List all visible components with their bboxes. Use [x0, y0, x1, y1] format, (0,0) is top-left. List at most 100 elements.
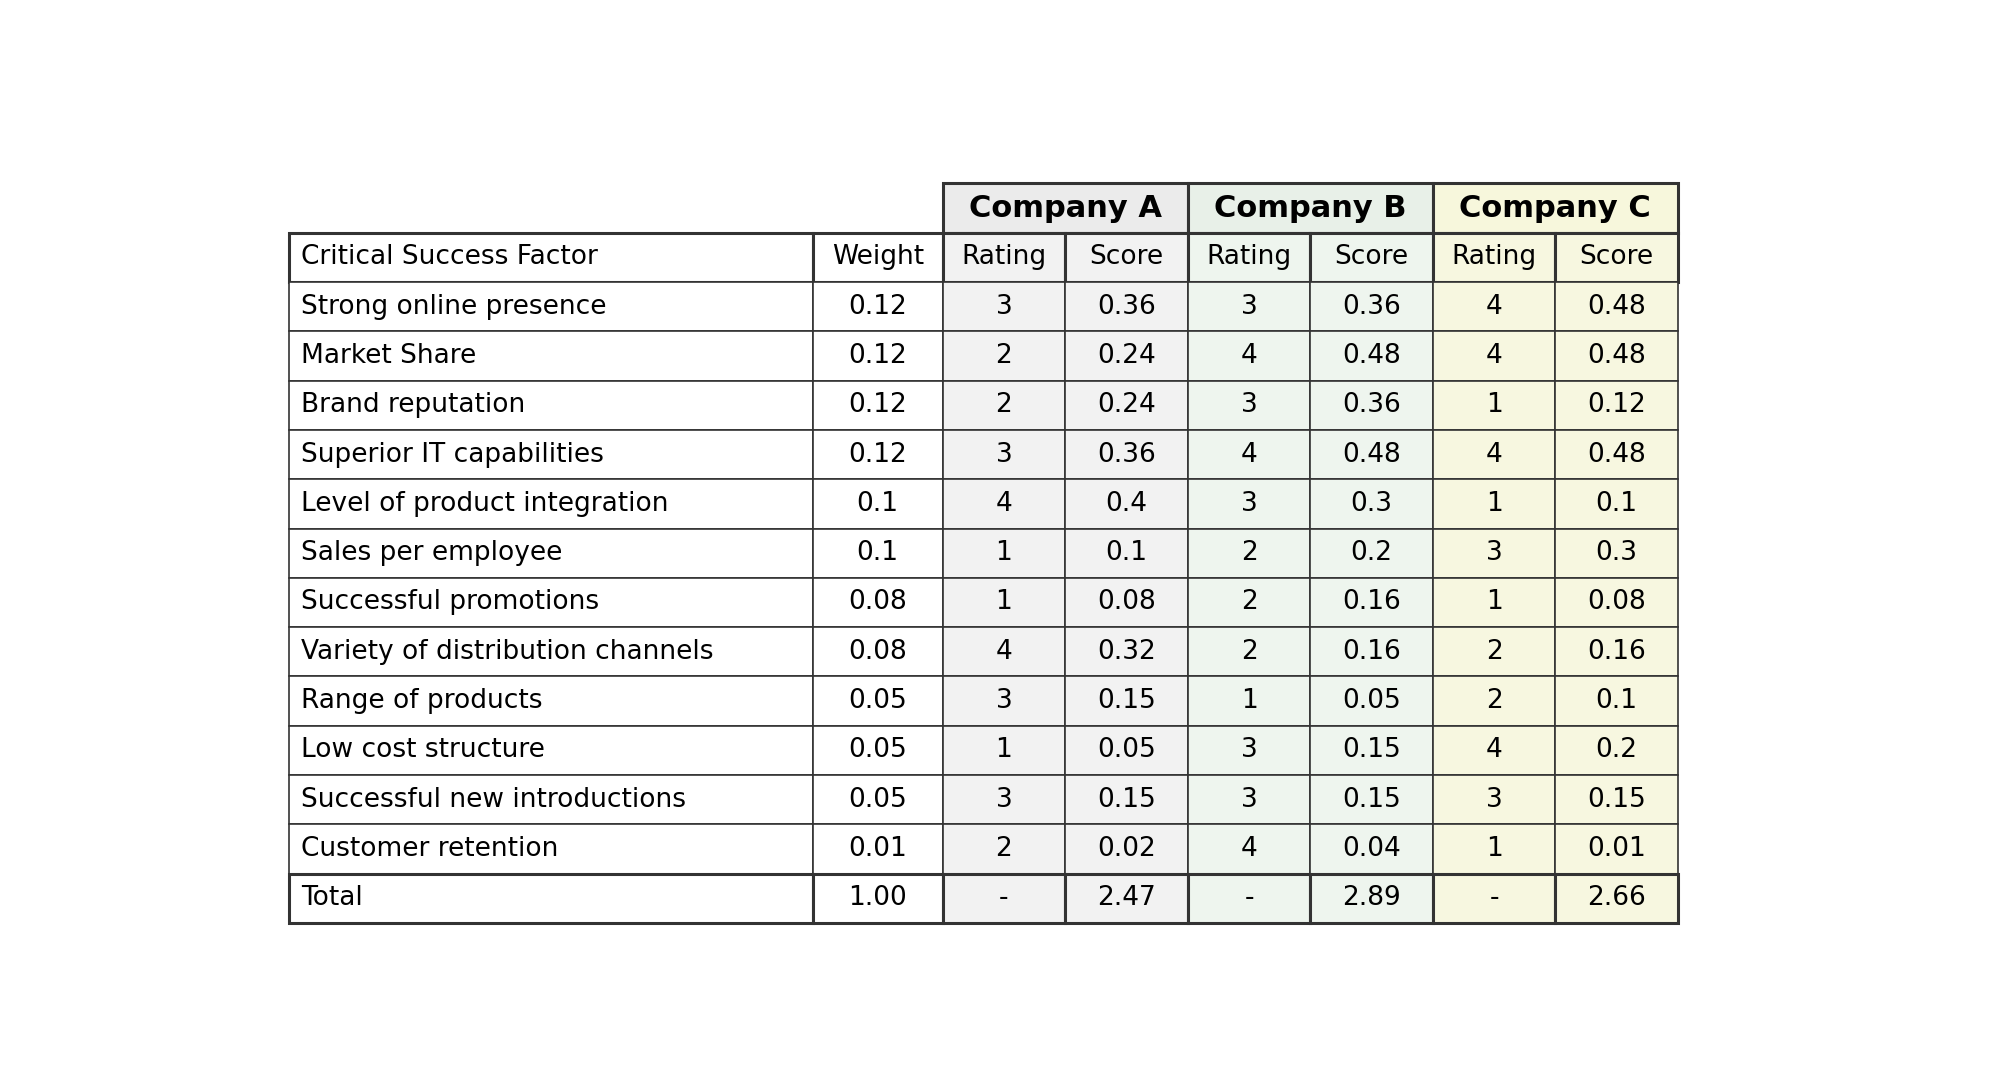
Bar — [1187, 183, 1433, 233]
Text: Company C: Company C — [1459, 193, 1650, 222]
Bar — [1187, 677, 1309, 726]
Bar — [943, 578, 1065, 627]
Text: Company B: Company B — [1213, 193, 1407, 222]
Text: 4: 4 — [995, 639, 1011, 665]
Text: Successful promotions: Successful promotions — [302, 589, 599, 615]
Text: 3: 3 — [995, 441, 1011, 467]
Bar — [1065, 677, 1187, 726]
Bar — [1554, 578, 1676, 627]
Bar — [1433, 627, 1554, 677]
Text: 1: 1 — [995, 737, 1011, 763]
Bar — [1065, 824, 1187, 874]
Bar — [288, 726, 813, 775]
Text: 0.32: 0.32 — [1097, 639, 1155, 665]
Text: 0.05: 0.05 — [847, 787, 907, 812]
Bar — [1554, 233, 1676, 282]
Bar — [1309, 775, 1433, 824]
Text: 0.3: 0.3 — [1594, 541, 1636, 566]
Bar — [943, 429, 1065, 479]
Text: -: - — [999, 885, 1009, 912]
Text: 4: 4 — [1485, 737, 1502, 763]
Bar — [1554, 824, 1676, 874]
Text: 2: 2 — [1485, 688, 1502, 714]
Bar — [1309, 233, 1433, 282]
Text: 0.08: 0.08 — [1586, 589, 1644, 615]
Bar — [1065, 775, 1187, 824]
Text: 0.1: 0.1 — [857, 491, 899, 517]
Bar — [1554, 381, 1676, 429]
Text: 0.15: 0.15 — [1097, 688, 1155, 714]
Bar — [1309, 331, 1433, 381]
Text: 4: 4 — [1241, 441, 1257, 467]
Bar — [288, 479, 813, 529]
Bar — [1065, 479, 1187, 529]
Bar — [1433, 578, 1554, 627]
Bar — [813, 824, 943, 874]
Bar — [1187, 874, 1309, 923]
Text: 3: 3 — [1241, 737, 1257, 763]
Text: 3: 3 — [1485, 541, 1502, 566]
Bar — [1554, 677, 1676, 726]
Text: Level of product integration: Level of product integration — [302, 491, 667, 517]
Bar — [1554, 479, 1676, 529]
Text: 3: 3 — [995, 688, 1011, 714]
Text: 2: 2 — [1241, 541, 1257, 566]
Bar — [1187, 578, 1309, 627]
Text: 1: 1 — [1485, 491, 1502, 517]
Bar — [1187, 429, 1309, 479]
Bar — [813, 627, 943, 677]
Text: Market Share: Market Share — [302, 343, 476, 369]
Text: 4: 4 — [1485, 293, 1502, 319]
Bar — [1187, 529, 1309, 578]
Bar — [1554, 874, 1676, 923]
Text: 4: 4 — [1485, 343, 1502, 369]
Text: 0.08: 0.08 — [847, 589, 907, 615]
Text: 0.3: 0.3 — [1351, 491, 1393, 517]
Bar — [288, 282, 813, 331]
Bar — [943, 331, 1065, 381]
Bar — [1309, 726, 1433, 775]
Text: 1: 1 — [1485, 836, 1502, 862]
Text: 0.36: 0.36 — [1097, 293, 1155, 319]
Bar — [1433, 775, 1554, 824]
Bar — [1065, 627, 1187, 677]
Text: 0.01: 0.01 — [1586, 836, 1644, 862]
Text: 0.24: 0.24 — [1097, 393, 1155, 419]
Bar — [1309, 578, 1433, 627]
Text: 0.12: 0.12 — [1586, 393, 1644, 419]
Text: 2.89: 2.89 — [1341, 885, 1401, 912]
Text: Rating: Rating — [961, 245, 1047, 271]
Text: Score: Score — [1578, 245, 1652, 271]
Bar — [1433, 677, 1554, 726]
Text: 4: 4 — [995, 491, 1011, 517]
Bar — [1309, 429, 1433, 479]
Bar — [1309, 627, 1433, 677]
Bar — [1554, 331, 1676, 381]
Text: 3: 3 — [995, 787, 1011, 812]
Bar — [813, 529, 943, 578]
Text: 0.02: 0.02 — [1097, 836, 1155, 862]
Bar — [1433, 183, 1676, 233]
Text: 4: 4 — [1485, 441, 1502, 467]
Text: 1: 1 — [1485, 393, 1502, 419]
Bar — [943, 775, 1065, 824]
Bar — [1433, 824, 1554, 874]
Text: Critical Success Factor: Critical Success Factor — [302, 245, 597, 271]
Bar — [813, 183, 943, 233]
Bar — [288, 233, 813, 282]
Text: 0.16: 0.16 — [1341, 639, 1401, 665]
Bar — [288, 183, 813, 233]
Bar — [1309, 677, 1433, 726]
Text: Rating: Rating — [1451, 245, 1536, 271]
Text: 3: 3 — [995, 293, 1011, 319]
Text: Range of products: Range of products — [302, 688, 541, 714]
Bar — [1309, 479, 1433, 529]
Bar — [813, 775, 943, 824]
Text: 3: 3 — [1241, 787, 1257, 812]
Text: 0.12: 0.12 — [847, 293, 907, 319]
Bar — [1433, 479, 1554, 529]
Text: Score: Score — [1335, 245, 1409, 271]
Text: 0.1: 0.1 — [1105, 541, 1147, 566]
Bar — [1433, 429, 1554, 479]
Bar — [813, 233, 943, 282]
